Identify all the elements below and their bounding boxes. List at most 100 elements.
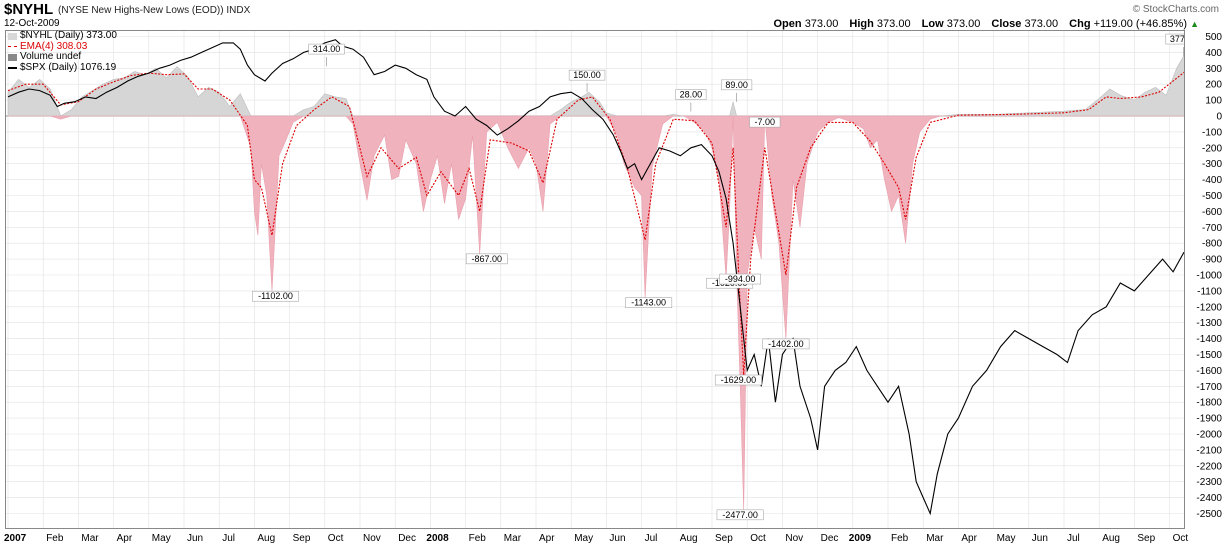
legend-item-ema: EMA(4) 308.03: [8, 40, 117, 53]
x-month-label: Jun: [609, 533, 625, 544]
x-month-label: Jul: [645, 533, 658, 544]
close-value: 373.00: [1024, 18, 1059, 30]
y-tick-label: -300: [1202, 159, 1222, 170]
annotation-label: 89.00: [725, 80, 748, 90]
chart-description: (NYSE New Highs-New Lows (EOD)) INDX: [58, 5, 251, 16]
annotation-box: [675, 89, 707, 100]
y-tick-label: 400: [1205, 48, 1222, 59]
annotation-label: -7.00: [755, 117, 776, 127]
chg-value: +119.00 (+46.85%): [1093, 18, 1187, 30]
y-tick-label: 300: [1205, 64, 1222, 75]
annotation-box: [716, 509, 764, 521]
high-label: High: [849, 18, 874, 30]
low-value: 373.00: [946, 18, 981, 30]
y-tick-label: -2200: [1196, 461, 1222, 472]
legend-text-ema: EMA(4) 308.03: [20, 40, 88, 52]
annotation-box: [625, 297, 673, 308]
y-tick-label: -100: [1202, 127, 1222, 138]
legend-text-nyhl: $NYHL (Daily) 373.00: [20, 30, 117, 42]
x-month-label: Mar: [926, 533, 944, 544]
annotation-box: [762, 338, 810, 350]
x-month-label: Apr: [539, 533, 555, 544]
x-month-label: Oct: [328, 533, 344, 544]
x-month-label: Apr: [961, 533, 977, 544]
y-tick-label: 200: [1205, 80, 1222, 91]
x-month-label: Oct: [750, 533, 766, 544]
legend-item-spx: $SPX (Daily) 1076.19: [8, 61, 117, 74]
chg-up-arrow-icon: ▲: [1190, 19, 1199, 29]
y-tick-label: -1700: [1196, 382, 1222, 393]
x-month-label: Nov: [785, 533, 803, 544]
x-month-label: Sep: [1137, 533, 1155, 544]
legend-text-volume: Volume undef: [20, 51, 82, 63]
x-month-label: May: [574, 533, 593, 544]
legend-item-volume: Volume undef: [8, 52, 117, 63]
annotation-label: -1102.00: [258, 291, 293, 301]
x-month-label: Sep: [715, 533, 733, 544]
y-tick-label: -2500: [1196, 509, 1222, 520]
y-tick-label: -500: [1202, 191, 1222, 202]
y-tick-label: -600: [1202, 207, 1222, 218]
chart-symbol: $NYHL: [4, 1, 54, 18]
x-month-label: May: [152, 533, 171, 544]
annotation-box: [465, 253, 508, 265]
annotation-label: -2477.00: [722, 510, 758, 520]
brand-watermark: © StockCharts.com: [1132, 4, 1219, 15]
y-tick-label: -1600: [1196, 366, 1222, 377]
x-month-label: Oct: [1173, 533, 1189, 544]
y-tick-label: -1200: [1196, 302, 1222, 313]
y-tick-label: 0: [1216, 112, 1222, 123]
y-tick-label: -200: [1202, 143, 1222, 154]
x-month-label: Apr: [117, 533, 133, 544]
y-tick-label: -800: [1202, 239, 1222, 250]
legend-swatch-spx: [8, 66, 17, 69]
close-label: Close: [991, 18, 1022, 30]
annotation-box: [252, 290, 299, 302]
x-month-label: Jul: [222, 533, 235, 544]
x-month-label: May: [997, 533, 1016, 544]
high-value: 373.00: [876, 18, 911, 30]
low-label: Low: [921, 18, 944, 30]
x-month-label: Jul: [1067, 533, 1080, 544]
legend-text-spx: $SPX (Daily) 1076.19: [20, 61, 117, 73]
ema-line: [7, 71, 1184, 376]
series-layer: -1102.00 314.00 -867.00 150.00 -1143.00 28.00…: [7, 33, 1198, 521]
y-tick-label: -1400: [1196, 334, 1222, 345]
annotation-label: 377.00: [1170, 34, 1198, 44]
annotation-label: -1629.00: [721, 375, 757, 385]
chart-legend: $NYHL (Daily) 373.00 EMA(4) 308.03 Volum…: [8, 31, 117, 73]
annotation-label: -994.00: [725, 274, 756, 284]
chg-label: Chg: [1069, 18, 1091, 30]
chart-date: 12-Oct-2009: [4, 18, 60, 29]
x-year-label: 2009: [849, 533, 872, 544]
legend-item-nyhl: $NYHL (Daily) 373.00: [8, 31, 117, 42]
annotation-label: -1143.00: [631, 298, 666, 308]
y-tick-label: -1000: [1196, 271, 1222, 282]
open-value: 373.00: [804, 18, 839, 30]
y-tick-label: -2300: [1196, 477, 1222, 488]
x-month-label: Feb: [891, 533, 909, 544]
spx-line: [7, 39, 1184, 516]
x-year-label: 2008: [426, 533, 449, 544]
annotation-box: [714, 374, 762, 386]
y-tick-label: -1100: [1197, 286, 1222, 297]
annotation-box: [568, 69, 606, 81]
annotation-box: [749, 116, 781, 128]
x-month-label: Mar: [504, 533, 522, 544]
annotation-label: -867.00: [471, 254, 502, 264]
annotation-box: [721, 79, 753, 91]
annotation-label: 28.00: [680, 90, 703, 100]
annotation-label: 150.00: [573, 70, 601, 80]
x-month-label: Dec: [821, 533, 839, 544]
x-month-label: Jun: [1032, 533, 1048, 544]
legend-swatch-volume: [8, 53, 17, 61]
x-month-label: Feb: [46, 533, 64, 544]
open-label: Open: [773, 18, 802, 30]
x-month-label: Aug: [680, 533, 698, 544]
x-month-label: Feb: [469, 533, 487, 544]
annotation-box: [308, 43, 345, 55]
y-tick-label: -700: [1202, 223, 1222, 234]
y-tick-label: -2400: [1196, 493, 1222, 504]
quote-bar: Open 373.00 High 373.00 Low 373.00 Close…: [773, 18, 1200, 30]
